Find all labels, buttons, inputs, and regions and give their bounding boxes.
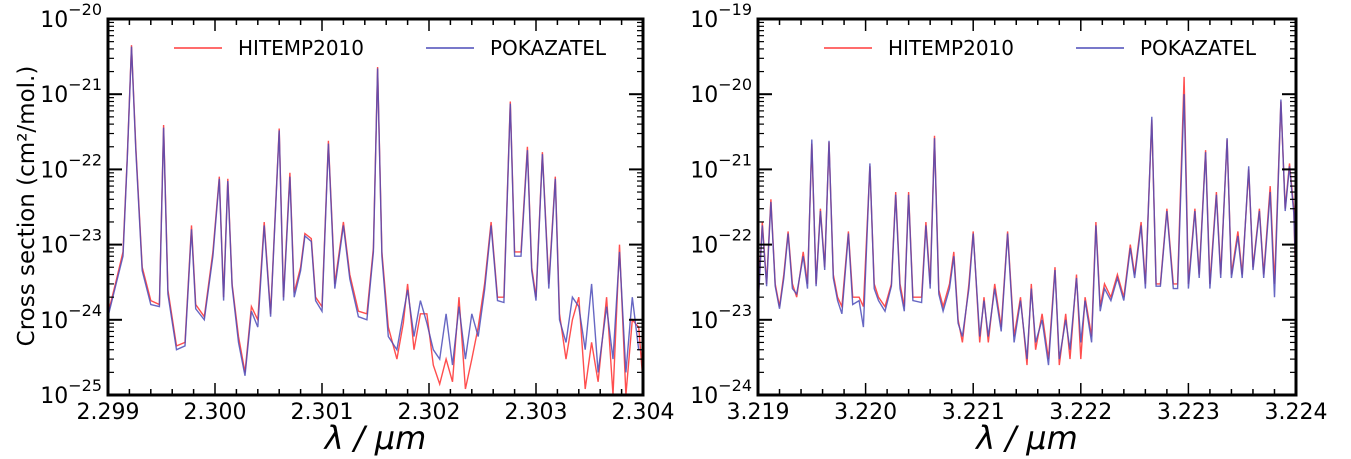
x-axis-label: λ / μm	[974, 419, 1078, 457]
series-line-pokazatel	[108, 46, 643, 376]
y-tick-label: 10−25	[40, 376, 102, 409]
x-tick-label: 3.224	[1265, 400, 1328, 425]
x-tick-label: 2.301	[291, 400, 354, 425]
y-tick-label: 10−22	[690, 226, 752, 259]
plot-frame	[756, 17, 1298, 397]
y-tick-label: 10−22	[40, 150, 102, 183]
legend: HITEMP2010 POKAZATEL	[174, 36, 607, 60]
x-tick-label: 3.219	[727, 400, 790, 425]
y-tick-label: 10−23	[690, 301, 752, 334]
chart-panel-1: 2.299 2.300 2.301 2.302 2.303 2.304 10−25 10−24…	[40, 0, 674, 457]
y-tick-label: 10−19	[690, 0, 752, 33]
series-line-hitemp2010	[108, 45, 643, 395]
legend-label: HITEMP2010	[888, 36, 1014, 60]
x-tick-label: 3.221	[942, 400, 1005, 425]
x-tick-label: 3.220	[834, 400, 897, 425]
y-axis-label: Cross section (cm²/mol.)	[14, 66, 40, 347]
plot-frame	[106, 17, 645, 397]
x-axis-label: λ / μm	[323, 419, 427, 457]
series-line-hitemp2010	[758, 76, 1296, 366]
x-tick-label: 2.303	[505, 400, 568, 425]
legend: HITEMP2010 POKAZATEL	[824, 36, 1257, 60]
y-tick-label: 10−21	[690, 150, 752, 183]
y-tick-label: 10−23	[40, 226, 102, 259]
x-tick-label: 2.300	[184, 400, 247, 425]
x-tick-label: 3.222	[1049, 400, 1112, 425]
y-tick-label: 10−21	[40, 75, 102, 108]
x-tick-label: 2.299	[77, 400, 140, 425]
y-tick-label: 10−24	[690, 376, 752, 409]
y-tick-label: 10−20	[40, 0, 102, 33]
legend-label: HITEMP2010	[238, 36, 364, 60]
series-line-pokazatel	[758, 94, 1296, 366]
legend-label: POKAZATEL	[490, 36, 607, 60]
legend-label: POKAZATEL	[1140, 36, 1257, 60]
y-tick-label: 10−24	[40, 301, 102, 334]
chart-panel-2: 3.219 3.220 3.221 3.222 3.223 3.224 10−24 10−23…	[690, 0, 1327, 457]
y-tick-label: 10−20	[690, 75, 752, 108]
x-tick-label: 2.304	[612, 400, 675, 425]
x-tick-label: 3.223	[1157, 400, 1220, 425]
x-tick-label: 2.302	[398, 400, 461, 425]
